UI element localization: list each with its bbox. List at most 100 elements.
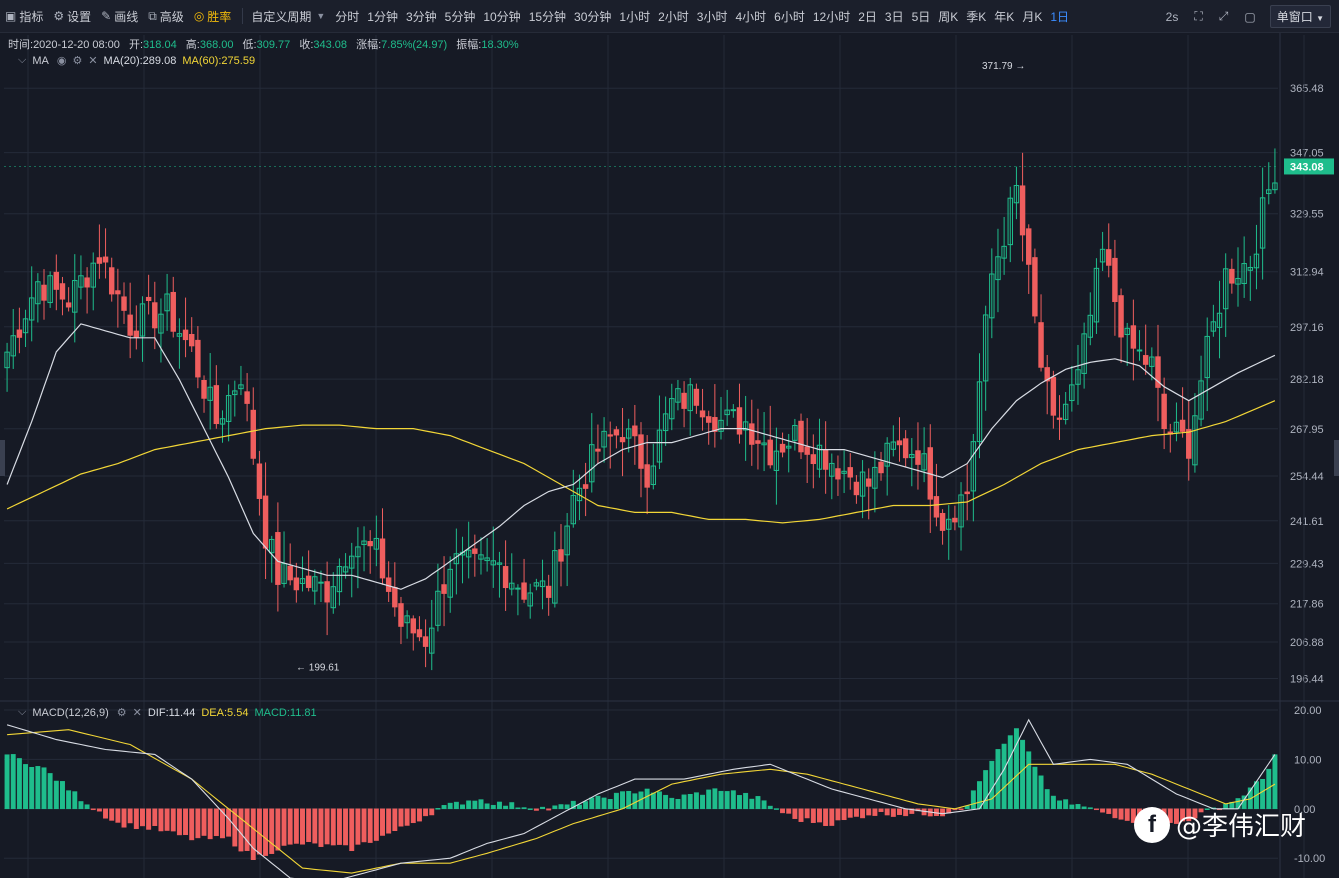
- macd-bar-up: [460, 804, 465, 810]
- macd-bar-up: [558, 804, 564, 810]
- macd-bar-up: [737, 795, 742, 810]
- candle-up: [1075, 369, 1081, 385]
- period-tab[interactable]: 月K: [1022, 9, 1043, 24]
- period-tab[interactable]: 2小时: [658, 9, 689, 24]
- macd-bar-down: [238, 808, 244, 852]
- top-toolbar: ▣ 指标 ⚙ 设置 ✎ 画线 ⧉ 高级 ◎ 胜率 自定义周期 ▼ 分时 1分钟 3分钟 5分钟 10…: [0, 0, 1339, 33]
- candle-up: [570, 494, 577, 525]
- macd-bar-down: [300, 808, 305, 845]
- close-icon[interactable]: ✕: [132, 707, 142, 719]
- period-tab[interactable]: 5日: [911, 9, 931, 24]
- left-scroll-handle[interactable]: [0, 440, 5, 476]
- candle-up: [330, 586, 336, 609]
- macd-bar-up: [521, 807, 527, 810]
- candle-up: [47, 275, 53, 304]
- macd-bar-up: [515, 807, 521, 810]
- period-tab[interactable]: 2日: [858, 9, 877, 24]
- refresh-interval[interactable]: 2s: [1165, 9, 1179, 24]
- gear-icon[interactable]: ⚙: [72, 55, 83, 67]
- period-tab[interactable]: 3小时: [696, 9, 728, 24]
- period-tab[interactable]: 季K: [966, 9, 987, 24]
- macd-bar-up: [1087, 807, 1093, 810]
- macd-bar-down: [841, 808, 847, 821]
- candle-up: [28, 297, 35, 321]
- candle-down: [607, 434, 613, 437]
- collapse-icon[interactable]: ⌵: [18, 706, 27, 718]
- period-tab[interactable]: 1小时: [619, 9, 651, 24]
- candlestick-chart[interactable]: 365.48 347.05 329.55 312.94 297.16 282.18 267.…: [0, 33, 1339, 878]
- win-rate-button[interactable]: ◎ 胜率: [193, 9, 232, 24]
- macd-bar-up: [743, 792, 749, 810]
- gear-icon[interactable]: ⚙: [116, 707, 127, 719]
- period-tab[interactable]: 1分钟: [367, 9, 398, 24]
- snapshot-icon[interactable]: ▢: [1244, 9, 1256, 24]
- price-tick-label: 229.43: [1290, 558, 1324, 570]
- period-tab[interactable]: 3日: [884, 9, 904, 24]
- candle-down: [1186, 429, 1192, 459]
- candle-down: [644, 464, 650, 488]
- candle-up: [1216, 312, 1223, 328]
- period-tab[interactable]: 周K: [938, 9, 959, 24]
- period-tab[interactable]: 30分钟: [574, 9, 612, 24]
- close-icon[interactable]: ✕: [88, 55, 98, 67]
- price-tick-label: 267.95: [1290, 424, 1324, 436]
- macd-bar-up: [730, 790, 736, 810]
- candle-down: [952, 517, 958, 523]
- period-tab[interactable]: 15分钟: [528, 9, 567, 24]
- period-tab[interactable]: 6小时: [774, 9, 805, 24]
- macd-bar-up: [663, 794, 669, 810]
- candle-up: [564, 525, 570, 556]
- period-tab[interactable]: 1日: [1050, 9, 1070, 24]
- macd-legend: ⌵ MACD(12,26,9) ⚙ ✕ DIF:11.44 DEA:5.54 M…: [18, 706, 317, 719]
- macd-bar-up: [84, 804, 90, 810]
- period-tab[interactable]: 5分钟: [444, 9, 476, 24]
- advanced-button[interactable]: ⧉ 高级: [148, 8, 184, 24]
- candle-down: [779, 443, 786, 453]
- candle-down: [170, 291, 176, 332]
- candle-down: [835, 468, 841, 480]
- candle-up: [238, 384, 244, 390]
- watermark-text: @李伟汇财: [1176, 812, 1307, 842]
- draw-line-button[interactable]: ✎ 画线: [101, 9, 139, 24]
- eye-icon[interactable]: ◉: [56, 55, 67, 67]
- period-tab[interactable]: 12小时: [812, 9, 851, 24]
- price-tick-label: 312.94: [1290, 267, 1324, 279]
- window-mode-select[interactable]: 单窗口 ▼: [1269, 5, 1331, 28]
- candle-up: [496, 562, 503, 565]
- settings-button[interactable]: ⚙ 设置: [53, 9, 92, 24]
- macd-bar-down: [1093, 808, 1099, 811]
- period-tab[interactable]: 4小时: [735, 9, 767, 24]
- candle-down: [1026, 228, 1032, 265]
- macd-bar-up: [527, 808, 533, 810]
- collapse-icon[interactable]: ⌵: [18, 54, 27, 66]
- candle-down: [108, 267, 115, 295]
- candle-up: [435, 590, 441, 626]
- candle-down: [441, 584, 447, 594]
- candle-up: [232, 390, 238, 396]
- macd-bar-up: [607, 799, 613, 810]
- indicator-button[interactable]: ▣ 指标: [5, 9, 44, 24]
- custom-period-dropdown[interactable]: 自定义周期 ▼: [251, 9, 326, 24]
- macd-bar-up: [29, 766, 35, 810]
- period-tab[interactable]: 10分钟: [483, 9, 521, 24]
- candle-up: [1272, 182, 1278, 191]
- dif-value: DIF:11.44: [147, 706, 196, 719]
- price-tick-label: 217.86: [1290, 599, 1324, 611]
- macd-bar-up: [983, 770, 989, 810]
- candle-down: [1050, 376, 1057, 416]
- candle-up: [355, 546, 361, 558]
- candle-up: [207, 386, 213, 401]
- period-tab[interactable]: 分时: [335, 9, 360, 24]
- period-tab[interactable]: 年K: [994, 9, 1015, 24]
- candle-up: [1007, 197, 1013, 246]
- period-tab[interactable]: 3分钟: [405, 9, 437, 24]
- candle-up: [625, 428, 632, 439]
- expand-icon[interactable]: ⤢: [1218, 9, 1229, 23]
- fullscreen-icon[interactable]: ⛶: [1194, 9, 1203, 23]
- right-scroll-handle[interactable]: [1334, 440, 1339, 476]
- macd-bar-down: [940, 808, 946, 817]
- candle-up: [785, 445, 792, 449]
- candle-down: [127, 314, 133, 336]
- candle-down: [915, 450, 921, 465]
- macd-bar-up: [35, 766, 41, 810]
